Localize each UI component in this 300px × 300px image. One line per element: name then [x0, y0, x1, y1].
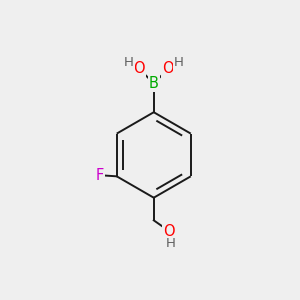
Text: B: B [149, 76, 159, 91]
Text: H: H [124, 56, 134, 70]
Text: H: H [165, 237, 175, 250]
Text: O: O [134, 61, 145, 76]
Text: O: O [164, 224, 175, 239]
Text: O: O [162, 61, 174, 76]
Text: F: F [95, 168, 104, 183]
Text: H: H [174, 56, 184, 70]
